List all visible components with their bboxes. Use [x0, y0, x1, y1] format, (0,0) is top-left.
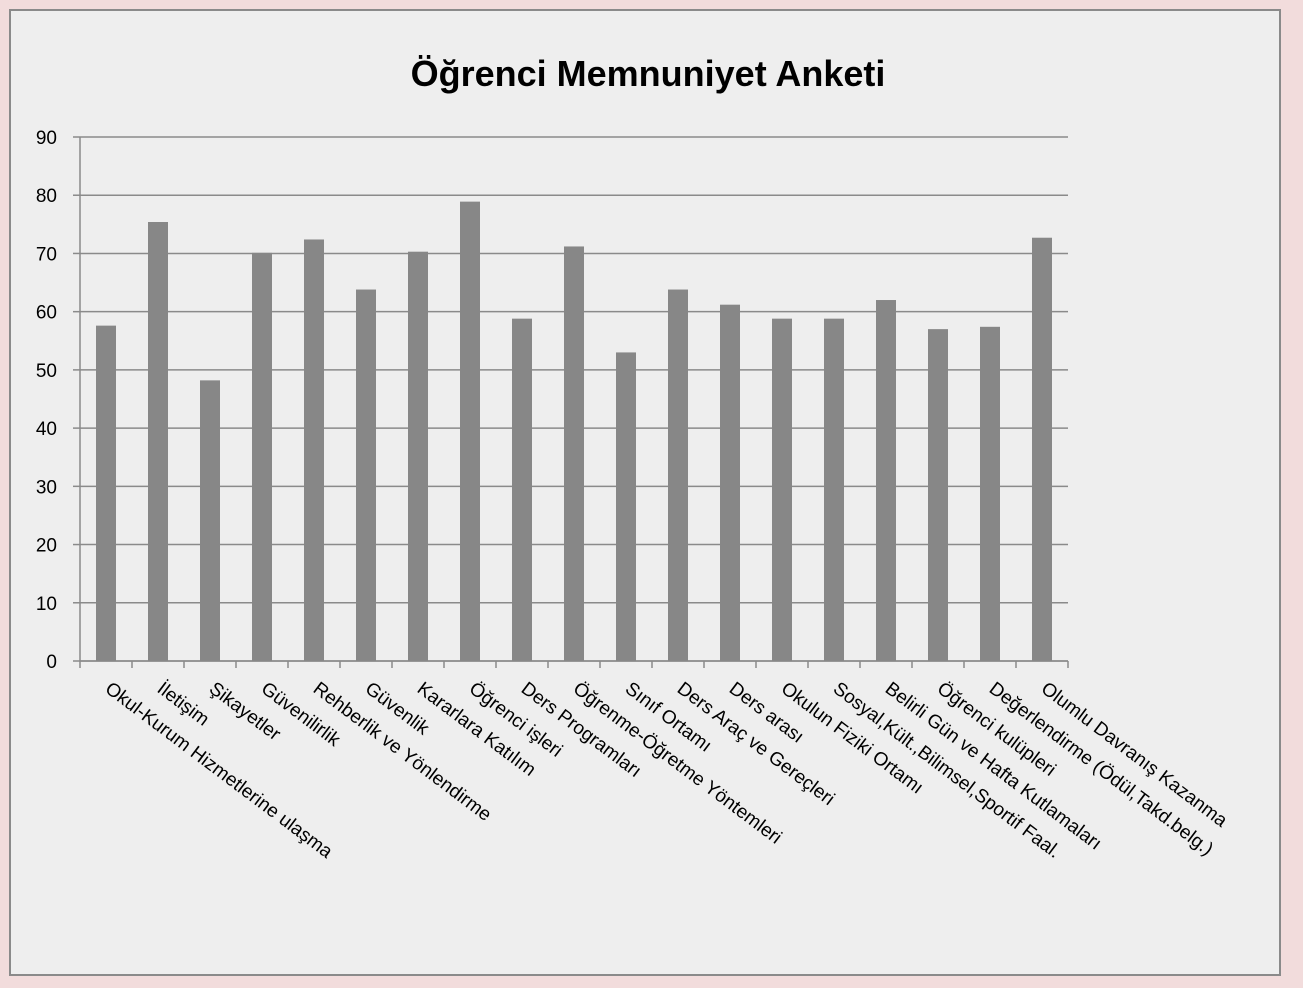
- bar: [96, 325, 116, 661]
- bar: [200, 380, 220, 661]
- bar: [616, 352, 636, 661]
- bar: [980, 326, 1000, 661]
- y-tick-label: 10: [36, 594, 57, 615]
- y-tick-label: 40: [36, 419, 57, 440]
- y-tick-label: 80: [36, 186, 57, 207]
- bar: [512, 318, 532, 661]
- bar: [460, 201, 480, 662]
- bar: [668, 289, 688, 661]
- bar: [824, 318, 844, 661]
- bar: [720, 304, 740, 661]
- bar: [252, 252, 272, 661]
- bar: [148, 222, 168, 661]
- y-tick-label: 30: [36, 477, 57, 498]
- y-tick-label: 60: [36, 303, 57, 324]
- bar: [876, 300, 896, 661]
- y-tick-label: 0: [46, 652, 57, 673]
- bar: [408, 251, 428, 661]
- bar: [356, 289, 376, 661]
- y-tick-label: 50: [36, 361, 57, 382]
- bar: [772, 318, 792, 661]
- bar: [928, 329, 948, 661]
- y-tick-label: 90: [36, 128, 57, 149]
- bar: [1032, 237, 1052, 662]
- bar: [304, 239, 324, 661]
- bar: [564, 246, 584, 662]
- chart-panel: [9, 9, 1281, 976]
- y-tick-label: 70: [36, 244, 57, 265]
- chart-title: Öğrenci Memnuniyet Anketi: [411, 53, 886, 94]
- y-tick-label: 20: [36, 536, 57, 557]
